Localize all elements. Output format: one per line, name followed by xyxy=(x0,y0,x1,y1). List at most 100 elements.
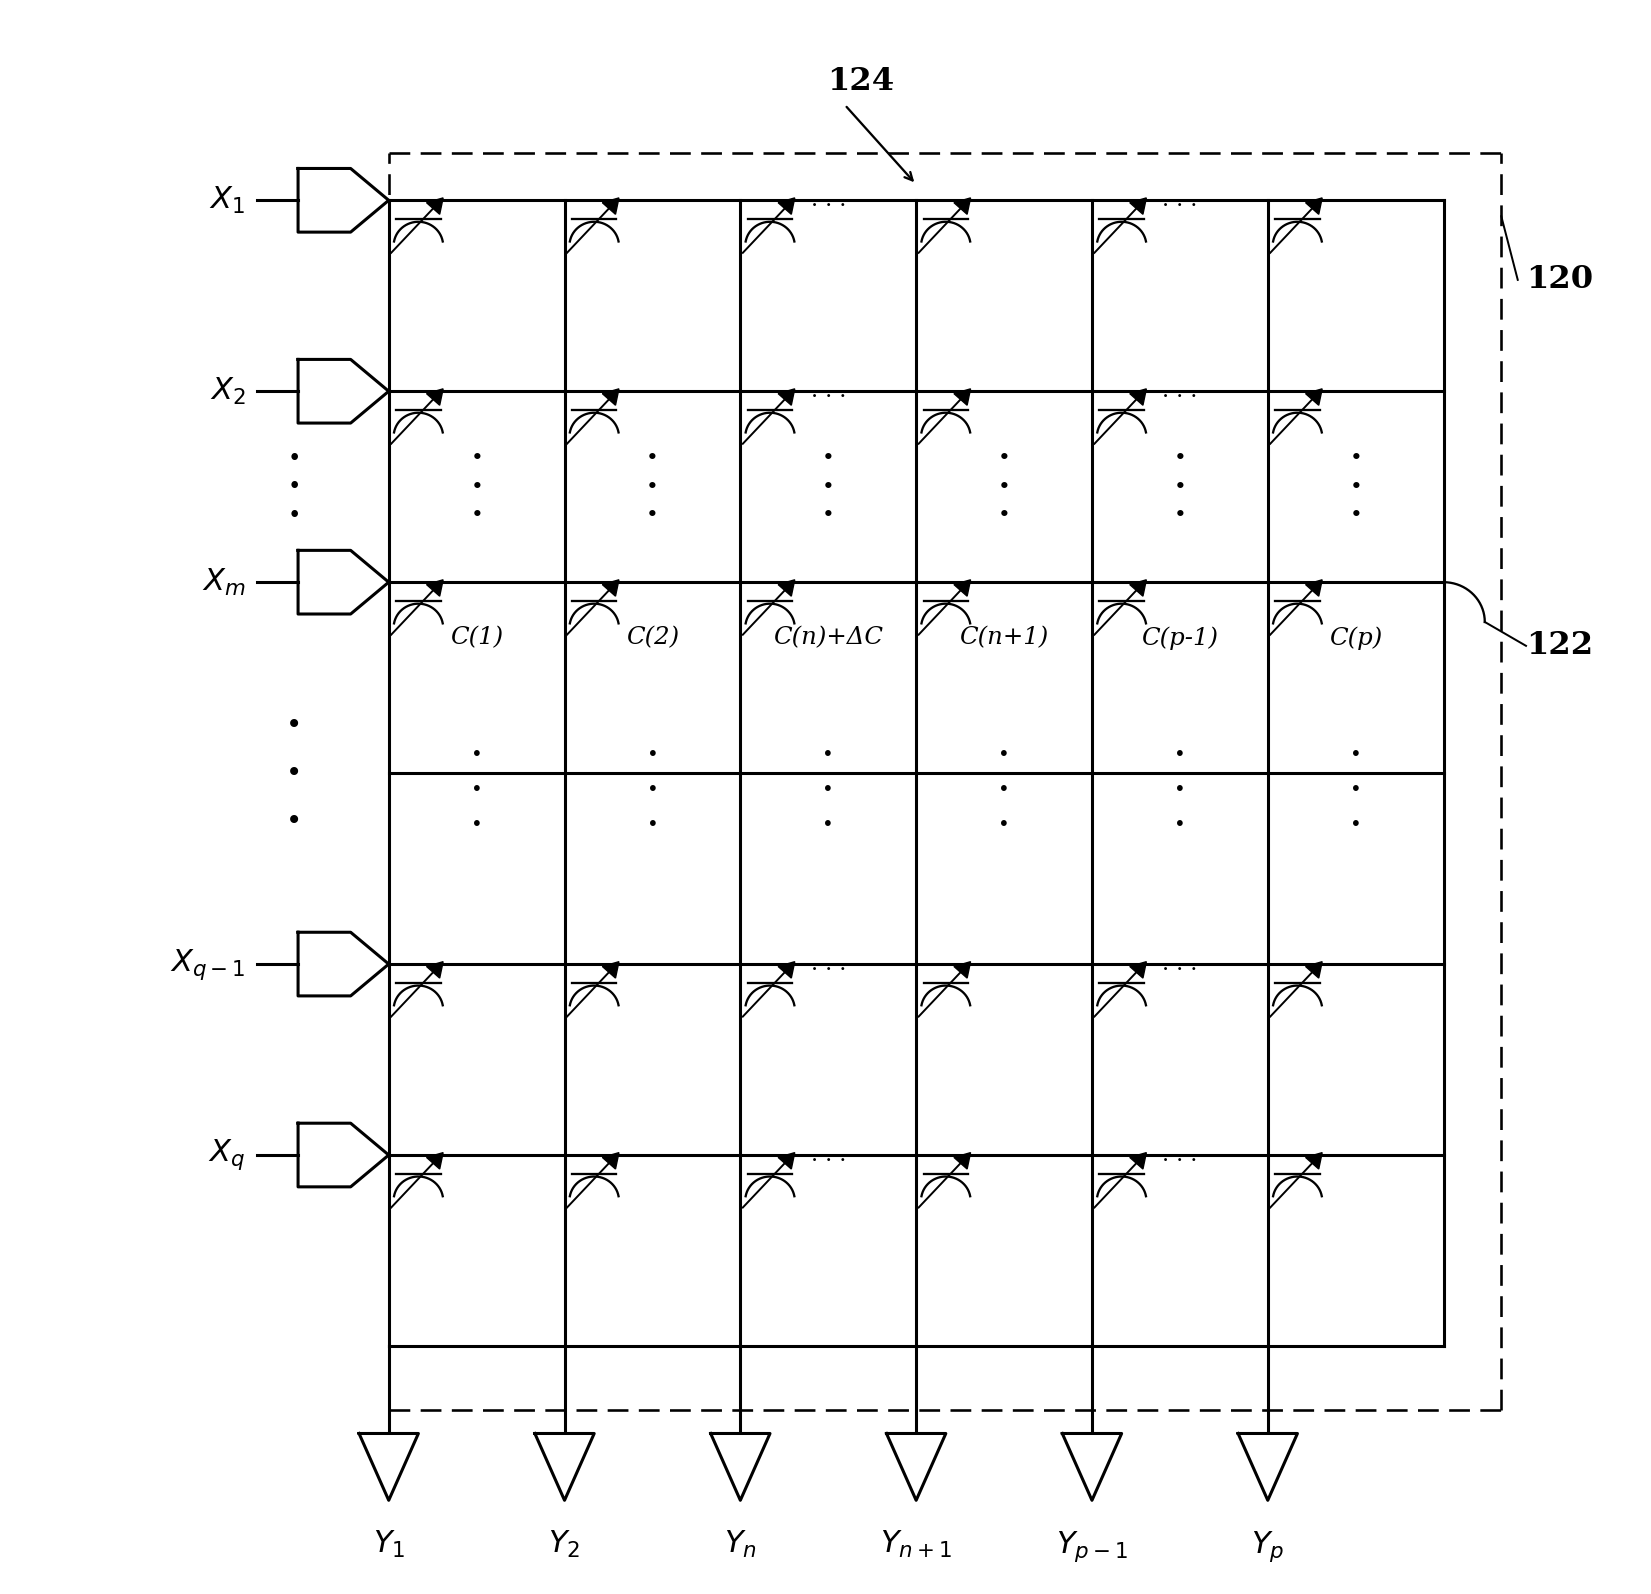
Text: •: • xyxy=(997,477,1010,497)
Polygon shape xyxy=(778,580,794,596)
Text: •: • xyxy=(646,505,659,526)
Text: . . .: . . . xyxy=(1162,190,1197,212)
Text: •: • xyxy=(471,815,482,834)
Polygon shape xyxy=(1306,198,1322,214)
Text: C(p-1): C(p-1) xyxy=(1141,626,1218,650)
Text: •: • xyxy=(822,815,834,834)
Text: •: • xyxy=(1174,744,1185,764)
Polygon shape xyxy=(710,1433,769,1500)
Text: . . .: . . . xyxy=(1162,1144,1197,1167)
Polygon shape xyxy=(1306,1152,1322,1168)
Text: . . .: . . . xyxy=(1162,953,1197,976)
Polygon shape xyxy=(954,961,971,979)
Text: . . .: . . . xyxy=(811,190,845,212)
Text: •: • xyxy=(822,448,835,469)
Polygon shape xyxy=(1306,961,1322,979)
Polygon shape xyxy=(358,1433,418,1500)
Polygon shape xyxy=(778,389,794,405)
Polygon shape xyxy=(954,198,971,214)
Polygon shape xyxy=(1129,198,1146,214)
Polygon shape xyxy=(603,1152,619,1168)
Text: •: • xyxy=(999,815,1010,834)
Polygon shape xyxy=(1062,1433,1121,1500)
Text: •: • xyxy=(1351,779,1362,799)
Text: •: • xyxy=(1174,477,1185,497)
Text: $X_m$: $X_m$ xyxy=(201,566,246,598)
Polygon shape xyxy=(426,198,442,214)
Text: •: • xyxy=(646,477,659,497)
Text: •: • xyxy=(999,744,1010,764)
Text: •: • xyxy=(471,744,482,764)
Polygon shape xyxy=(778,961,794,979)
Text: •: • xyxy=(1174,448,1185,469)
Text: $X_{q-1}$: $X_{q-1}$ xyxy=(170,947,246,982)
Text: •: • xyxy=(647,779,659,799)
Text: •: • xyxy=(997,448,1010,469)
Polygon shape xyxy=(603,198,619,214)
Polygon shape xyxy=(954,580,971,596)
Text: •: • xyxy=(286,759,302,787)
Text: •: • xyxy=(287,446,300,470)
Text: •: • xyxy=(647,744,659,764)
Text: •: • xyxy=(471,448,484,469)
Text: $X_2$: $X_2$ xyxy=(210,376,246,406)
Polygon shape xyxy=(426,389,442,405)
Polygon shape xyxy=(603,389,619,405)
Polygon shape xyxy=(1306,580,1322,596)
Polygon shape xyxy=(1129,961,1146,979)
Polygon shape xyxy=(1129,580,1146,596)
Text: •: • xyxy=(1174,505,1185,526)
Text: •: • xyxy=(1174,815,1185,834)
Polygon shape xyxy=(426,1152,442,1168)
Text: •: • xyxy=(471,505,484,526)
Text: •: • xyxy=(287,475,300,499)
Polygon shape xyxy=(778,198,794,214)
Text: . . .: . . . xyxy=(811,381,845,402)
Text: . . .: . . . xyxy=(811,1144,845,1167)
Polygon shape xyxy=(778,1152,794,1168)
Text: C(2): C(2) xyxy=(626,626,679,649)
Polygon shape xyxy=(603,961,619,979)
Text: C(n)+ΔC: C(n)+ΔC xyxy=(773,626,883,649)
Text: •: • xyxy=(822,505,835,526)
Text: •: • xyxy=(286,807,302,835)
Polygon shape xyxy=(954,1152,971,1168)
Text: •: • xyxy=(646,448,659,469)
Text: •: • xyxy=(822,477,835,497)
Polygon shape xyxy=(535,1433,594,1500)
Text: •: • xyxy=(997,505,1010,526)
Text: •: • xyxy=(822,779,834,799)
Text: 122: 122 xyxy=(1526,630,1593,662)
Text: C(p): C(p) xyxy=(1329,626,1382,650)
Text: •: • xyxy=(471,477,484,497)
Text: •: • xyxy=(1351,744,1362,764)
Text: 120: 120 xyxy=(1526,265,1593,295)
Text: •: • xyxy=(287,504,300,528)
Text: 124: 124 xyxy=(827,65,895,97)
Text: •: • xyxy=(822,744,834,764)
Text: •: • xyxy=(1351,815,1362,834)
Text: $X_1$: $X_1$ xyxy=(210,185,246,215)
Polygon shape xyxy=(1129,389,1146,405)
Text: $Y_{n+1}$: $Y_{n+1}$ xyxy=(880,1529,953,1561)
Text: $Y_n$: $Y_n$ xyxy=(725,1529,756,1561)
Text: •: • xyxy=(1349,448,1362,469)
Text: $Y_2$: $Y_2$ xyxy=(548,1529,581,1561)
Polygon shape xyxy=(426,580,442,596)
Text: •: • xyxy=(1174,779,1185,799)
Polygon shape xyxy=(954,389,971,405)
Text: $X_q$: $X_q$ xyxy=(208,1138,246,1173)
Text: $Y_1$: $Y_1$ xyxy=(373,1529,404,1561)
Text: •: • xyxy=(286,711,302,740)
Text: •: • xyxy=(999,779,1010,799)
Polygon shape xyxy=(603,580,619,596)
Text: •: • xyxy=(647,815,659,834)
Polygon shape xyxy=(426,961,442,979)
Polygon shape xyxy=(1129,1152,1146,1168)
Text: . . .: . . . xyxy=(811,953,845,976)
Text: C(1): C(1) xyxy=(451,626,504,649)
Text: •: • xyxy=(1349,505,1362,526)
Text: $Y_{p-1}$: $Y_{p-1}$ xyxy=(1057,1529,1128,1564)
Text: •: • xyxy=(471,779,482,799)
Text: $Y_p$: $Y_p$ xyxy=(1251,1529,1284,1564)
